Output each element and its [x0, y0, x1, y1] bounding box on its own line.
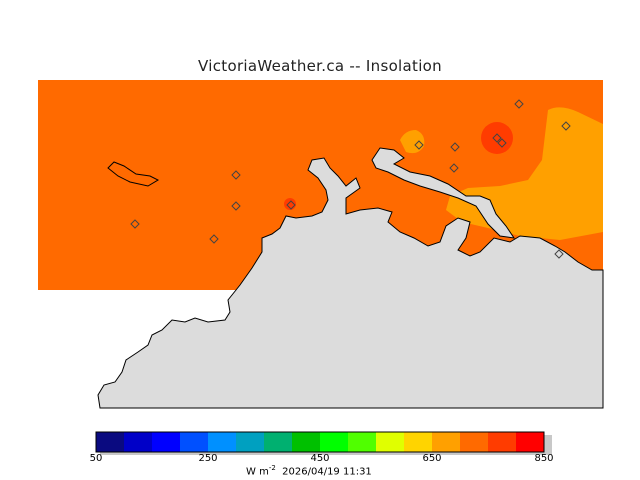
colorbar-swatch: [264, 432, 292, 452]
colorbar-swatch: [320, 432, 348, 452]
station-marker: [554, 249, 564, 259]
units-label: W m: [246, 466, 269, 478]
station-marker: [514, 99, 524, 109]
units-exponent: -2: [268, 464, 276, 472]
colorbar-swatch: [96, 432, 124, 452]
colorbar-tick: 450: [310, 453, 330, 464]
station-marker: [130, 219, 140, 229]
station-marker: [286, 200, 296, 210]
island: [107, 161, 160, 187]
station-marker: [492, 133, 502, 143]
colorbar-swatch: [292, 432, 320, 452]
hot-spot-large: [481, 122, 513, 154]
colorbar-tick: 250: [198, 453, 218, 464]
station-marker: [497, 138, 507, 148]
colorbar-swatch: [432, 432, 460, 452]
water-inlet: [371, 147, 516, 239]
insolation-zone-650-small: [400, 130, 425, 154]
colorbar-swatch: [488, 432, 516, 452]
colorbar-swatch: [124, 432, 152, 452]
water-strait: [97, 157, 604, 409]
colorbar-swatch: [236, 432, 264, 452]
colorbar-swatch: [516, 432, 544, 452]
station-marker: [231, 170, 241, 180]
colorbar-tick: 50: [89, 453, 103, 464]
colorbar-tick: 850: [534, 453, 554, 464]
colorbar-swatch: [208, 432, 236, 452]
colorbar-swatch: [376, 432, 404, 452]
station-marker: [449, 163, 459, 173]
station-marker: [414, 140, 424, 150]
colorbar-swatch: [348, 432, 376, 452]
timestamp: 2026/04/19 11:31: [282, 466, 372, 478]
chart-title: VictoriaWeather.ca -- Insolation: [198, 57, 442, 75]
station-marker: [450, 142, 460, 152]
station-marker: [561, 121, 571, 131]
colorbar-footer: W m-2 2026/04/19 11:31: [246, 464, 372, 477]
station-markers: [130, 99, 571, 259]
colorbar-swatch: [404, 432, 432, 452]
colorbar-swatch: [152, 432, 180, 452]
colorbar-swatch: [460, 432, 488, 452]
colorbar-swatch: [180, 432, 208, 452]
colorbar-swatches: [96, 432, 544, 452]
colorbar-tick: 650: [422, 453, 442, 464]
station-marker: [209, 234, 219, 244]
station-marker: [231, 201, 241, 211]
